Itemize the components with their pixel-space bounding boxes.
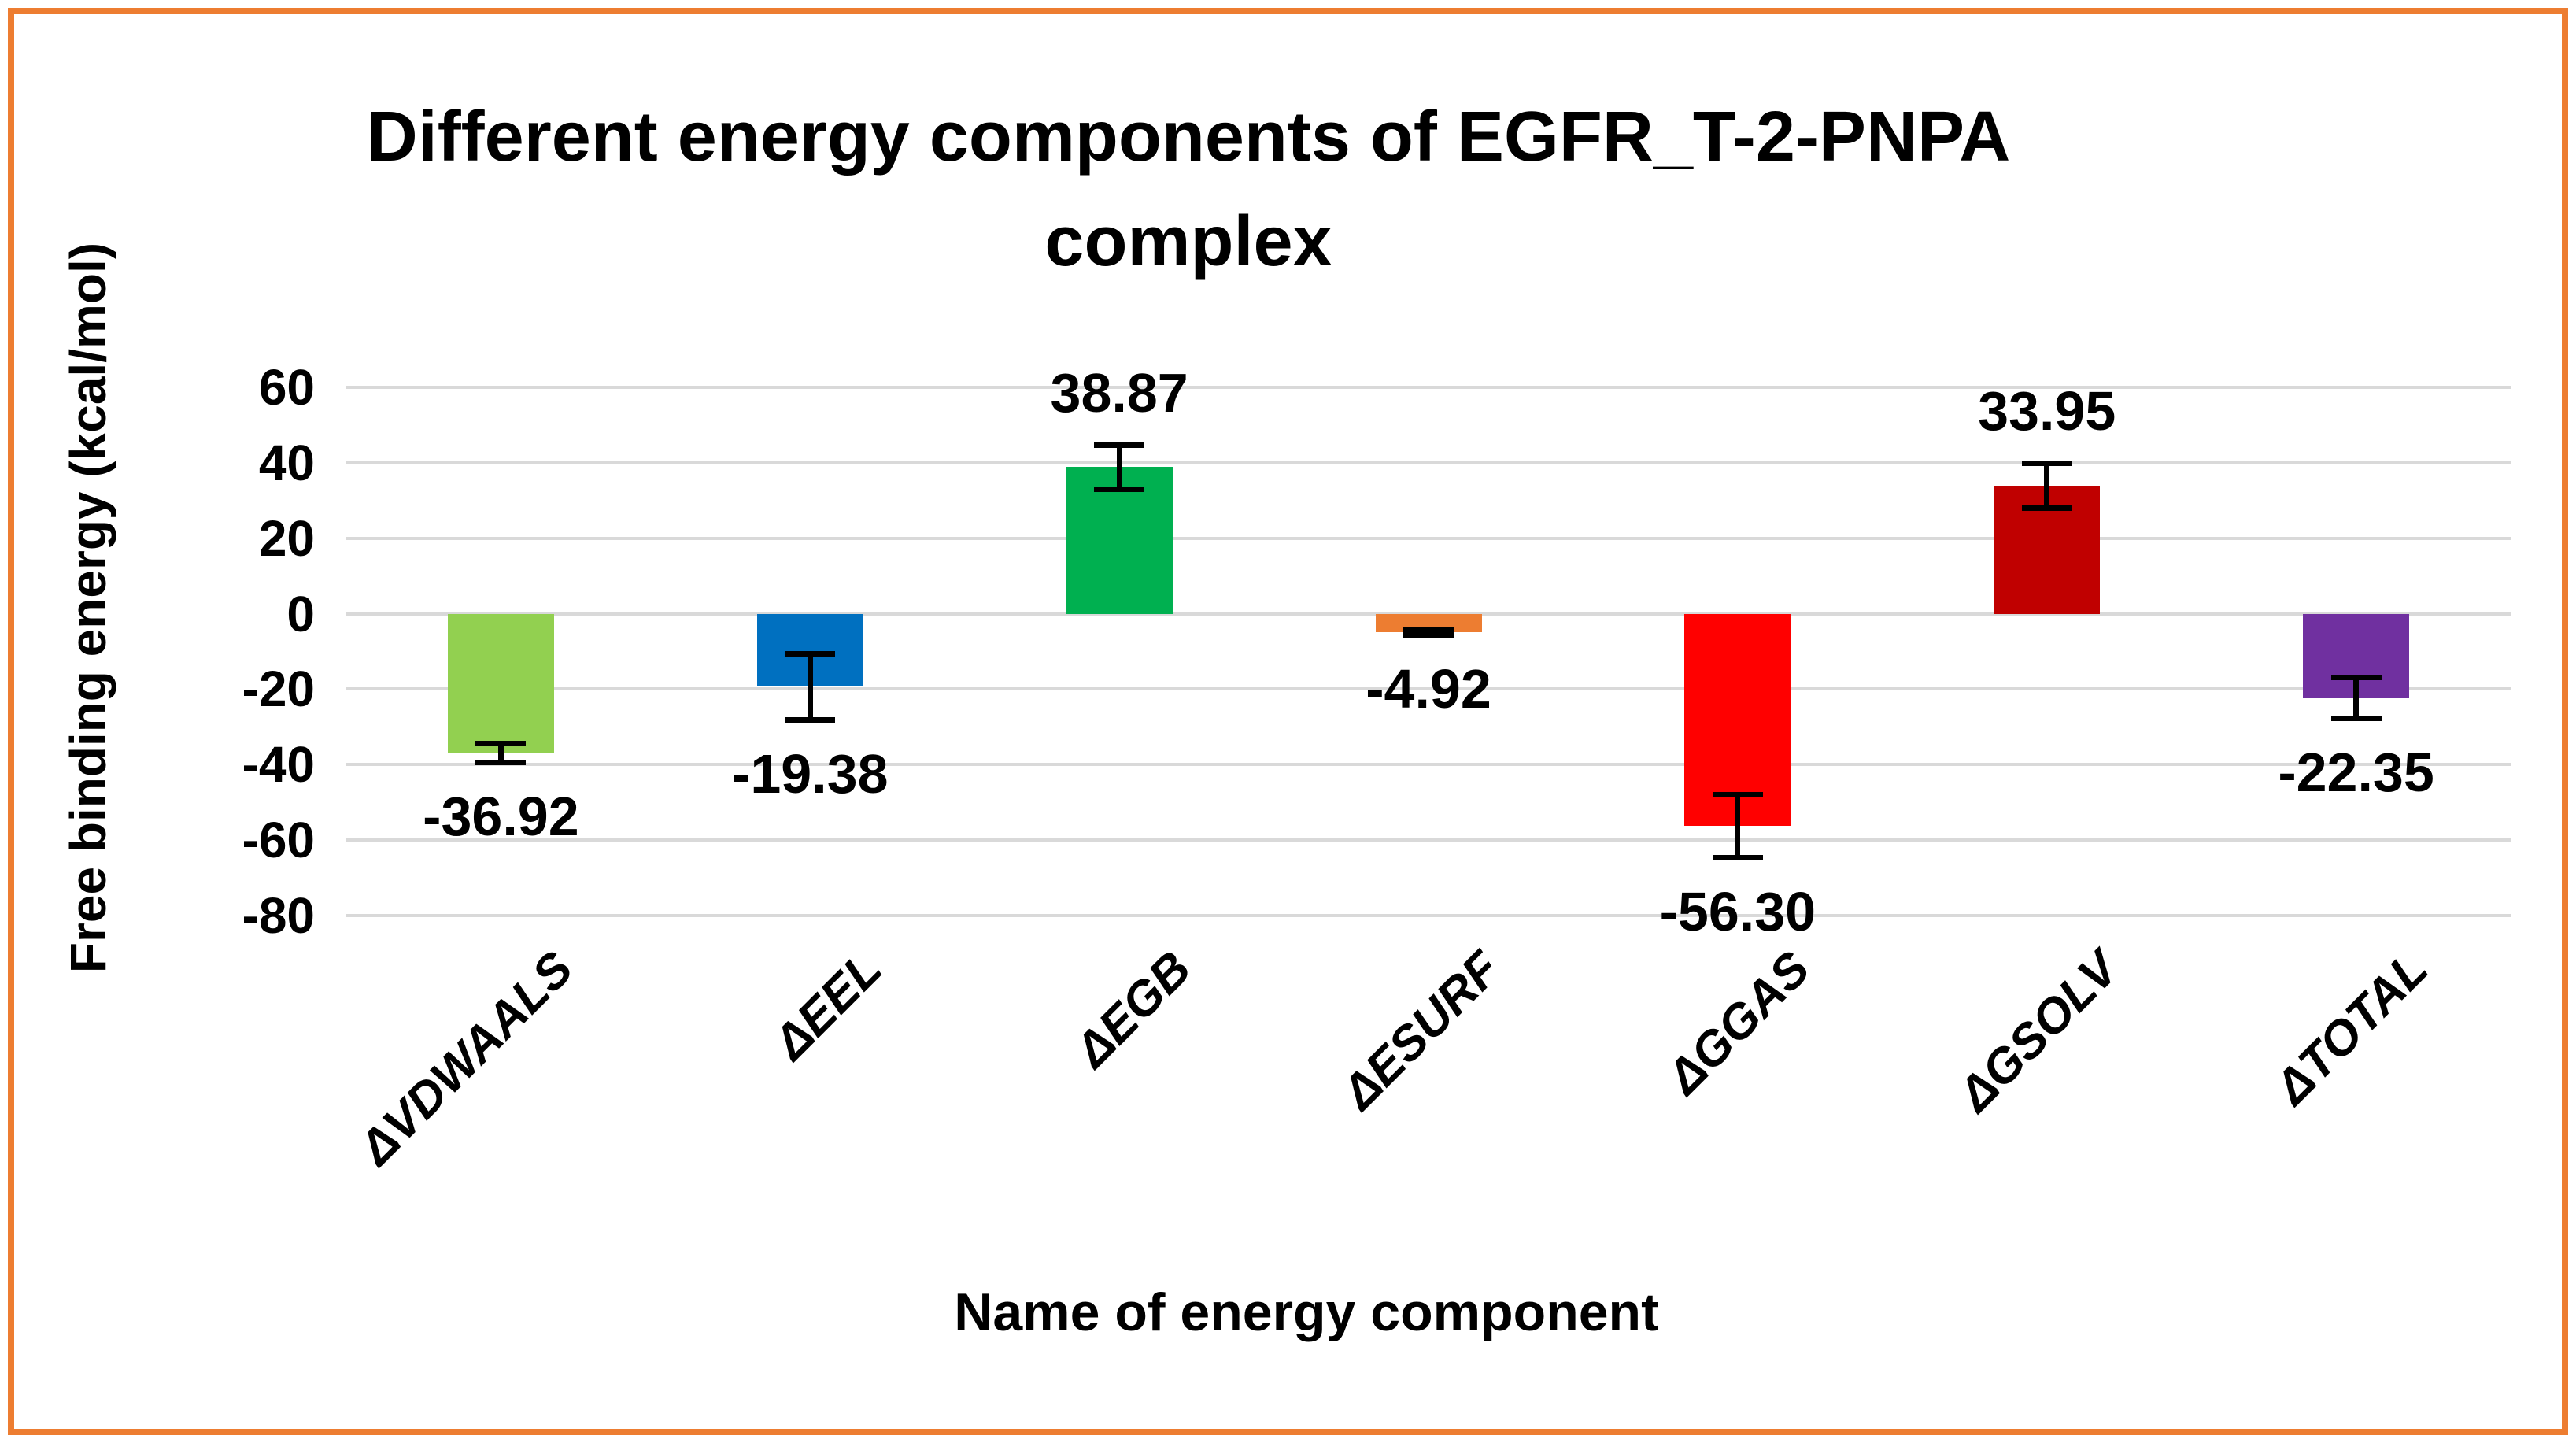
gridline-y--60 (346, 838, 2511, 842)
error-bar-cap-top (1094, 442, 1145, 448)
bar-ΔVDWAALS (447, 613, 554, 753)
data-label-ΔGGAS: -56.30 (1659, 881, 1817, 943)
error-bar-cap-top (785, 650, 836, 657)
error-bar-cap-bottom (1403, 631, 1454, 638)
error-bar-ΔEEL (807, 653, 813, 721)
x-category-label-ΔGGAS: ΔGGAS (1657, 941, 1820, 1105)
error-bar-cap-top (2021, 461, 2072, 467)
gridline-y--20 (346, 687, 2511, 691)
data-label-ΔGSOLV: 33.95 (1978, 380, 2116, 442)
data-label-ΔVDWAALS: -36.92 (423, 785, 579, 847)
error-bar-cap-top (1712, 791, 1763, 797)
y-tick-label--80: -80 (242, 887, 316, 944)
bar-ΔGGAS (1684, 613, 1791, 827)
error-bar-ΔGGAS (1735, 794, 1741, 859)
x-category-label-ΔVDWAALS: ΔVDWAALS (349, 941, 583, 1176)
y-tick-label-40: 40 (258, 434, 315, 491)
chart-title: Different energy components of EGFR_T-2-… (0, 85, 2377, 294)
error-bar-ΔVDWAALS (497, 743, 504, 763)
x-category-label-ΔGSOLV: ΔGSOLV (1948, 941, 2130, 1122)
data-label-ΔEEL: -19.38 (732, 743, 889, 805)
error-bar-cap-bottom (1094, 487, 1145, 493)
data-label-ΔTOTAL: -22.35 (2278, 742, 2434, 804)
chart-title-line-1: Different energy components of EGFR_T-2-… (366, 98, 2011, 176)
x-axis-title: Name of energy component (954, 1282, 1659, 1342)
error-bar-ΔEGB (1116, 444, 1122, 490)
gridline-y-60 (346, 386, 2511, 389)
error-bar-ΔTOTAL (2353, 677, 2360, 720)
data-label-ΔEGB: 38.87 (1050, 361, 1188, 424)
error-bar-cap-bottom (2330, 716, 2382, 722)
y-tick-label-20: 20 (258, 509, 315, 567)
y-tick-label--20: -20 (242, 660, 316, 718)
gridline-y--80 (346, 914, 2511, 917)
y-tick-label--40: -40 (242, 736, 316, 794)
error-bar-cap-top (1403, 627, 1454, 633)
error-bar-cap-bottom (475, 759, 527, 765)
x-category-label-ΔEEL: ΔEEL (763, 941, 893, 1071)
x-category-label-ΔESURF: ΔESURF (1332, 941, 1511, 1120)
error-bar-cap-bottom (1712, 855, 1763, 861)
error-bar-ΔGSOLV (2044, 463, 2050, 509)
x-category-label-ΔTOTAL: ΔTOTAL (2264, 941, 2439, 1115)
x-category-label-ΔEGB: ΔEGB (1065, 941, 1202, 1078)
error-bar-cap-top (2330, 675, 2382, 681)
gridline-y--40 (346, 763, 2511, 767)
error-bar-cap-bottom (2021, 505, 2072, 511)
data-label-ΔESURF: -4.92 (1366, 657, 1491, 720)
error-bar-cap-top (475, 741, 527, 747)
y-tick-label-0: 0 (286, 585, 315, 642)
error-bar-cap-bottom (785, 717, 836, 723)
chart-title-line-2: complex (1044, 202, 1332, 282)
gridline-y-40 (346, 461, 2511, 464)
y-tick-label-60: 60 (258, 359, 315, 416)
bar-ΔESURF (1375, 613, 1482, 633)
gridline-y-20 (346, 536, 2511, 540)
y-tick-label--60: -60 (242, 812, 316, 869)
